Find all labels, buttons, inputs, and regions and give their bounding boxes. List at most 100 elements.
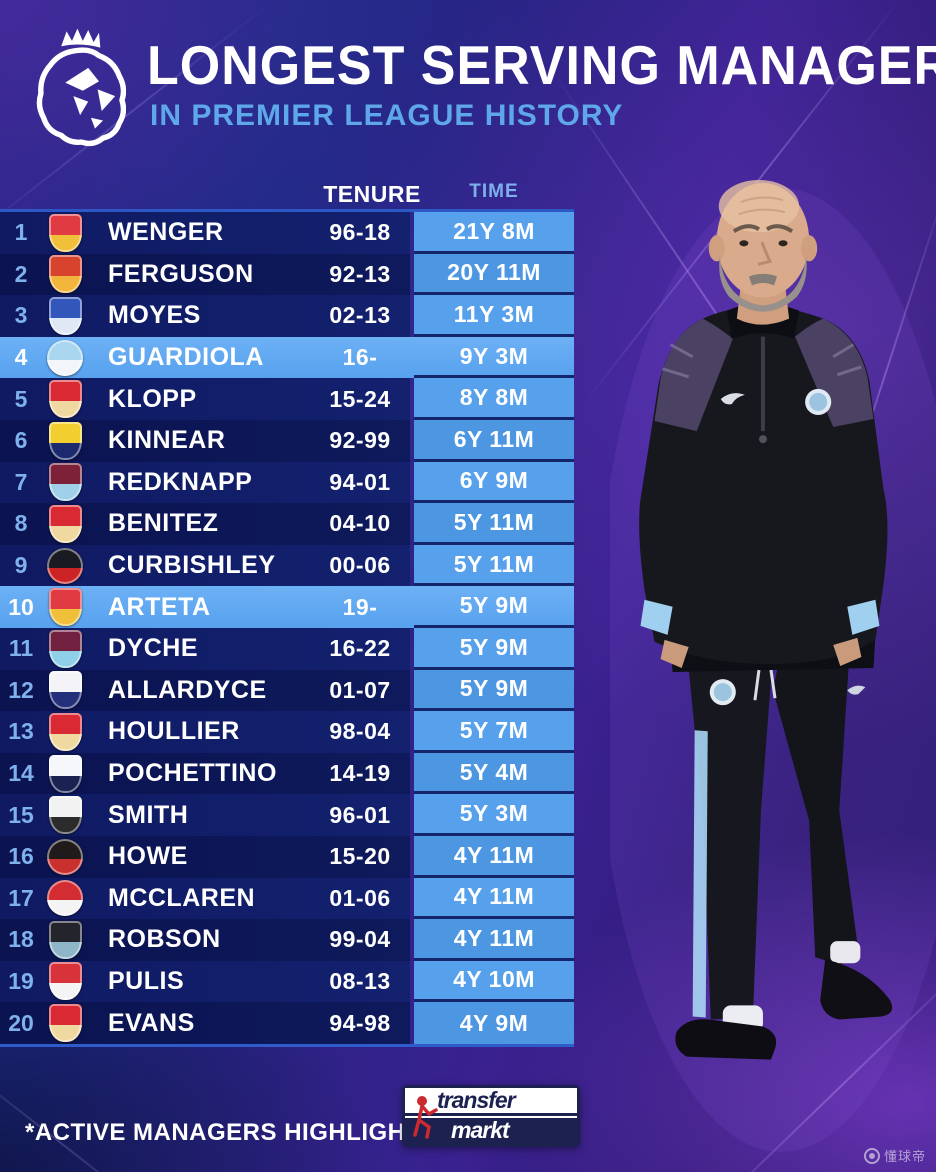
crest-cell bbox=[42, 629, 88, 668]
manager-name: CURBISHLEY bbox=[108, 551, 276, 580]
crest-cell bbox=[42, 296, 88, 335]
table-row: 8 BENITEZ 04-10 5Y 11M bbox=[0, 503, 574, 545]
tenure-cell: 08-13 bbox=[329, 967, 391, 994]
crest-cell bbox=[42, 920, 88, 959]
tenure-cell: 01-06 bbox=[329, 884, 391, 911]
manchester-city-crest-icon bbox=[47, 339, 83, 376]
rank-cell: 8 bbox=[14, 510, 28, 537]
tenure-cell: 92-99 bbox=[329, 427, 391, 454]
row-left-section: 4 GUARDIOLA 16- bbox=[0, 337, 410, 379]
manager-name: GUARDIOLA bbox=[108, 343, 264, 372]
manager-name: HOWE bbox=[108, 842, 188, 871]
time-cell: 6Y 9M bbox=[414, 461, 574, 504]
transfermarkt-word-bottom: markt bbox=[405, 1118, 577, 1144]
rank-cell: 2 bbox=[14, 260, 28, 287]
column-header-tenure: TENURE bbox=[323, 181, 421, 207]
row-left-section: 17 MCCLAREN 01-06 bbox=[0, 877, 410, 920]
manager-name: HOULLIER bbox=[108, 717, 240, 746]
page-subtitle: IN PREMIER LEAGUE HISTORY bbox=[150, 99, 624, 132]
time-cell: 5Y 7M bbox=[414, 711, 574, 753]
row-left-section: 7 REDKNAPP 94-01 bbox=[0, 461, 410, 504]
time-cell: 5Y 4M bbox=[414, 752, 574, 795]
tottenham-crest-icon bbox=[48, 754, 82, 793]
watermark-text: 懂球帝 bbox=[883, 1149, 926, 1164]
manager-name: KINNEAR bbox=[108, 426, 226, 455]
tenure-cell: 16-22 bbox=[329, 635, 391, 662]
manager-name: REDKNAPP bbox=[108, 467, 253, 496]
table-row: 17 MCCLAREN 01-06 4Y 11M bbox=[0, 877, 574, 920]
time-cell: 4Y 11M bbox=[414, 835, 574, 878]
table-row: 2 FERGUSON 92-13 20Y 11M bbox=[0, 253, 574, 296]
row-left-section: 2 FERGUSON 92-13 bbox=[0, 253, 410, 296]
middlesbrough-crest-icon bbox=[47, 880, 83, 917]
everton-crest-icon bbox=[48, 296, 82, 335]
manchester-united-crest-icon bbox=[48, 255, 82, 294]
table-row: 15 SMITH 96-01 5Y 3M bbox=[0, 794, 574, 836]
rank-cell: 5 bbox=[14, 385, 28, 412]
row-left-section: 15 SMITH 96-01 bbox=[0, 794, 410, 836]
row-left-section: 1 WENGER 96-18 bbox=[0, 212, 410, 254]
table-row: 1 WENGER 96-18 21Y 8M bbox=[0, 212, 574, 254]
arsenal-crest-icon bbox=[48, 213, 82, 252]
manager-name: KLOPP bbox=[108, 384, 197, 413]
tenure-cell: 19- bbox=[342, 593, 378, 620]
rank-cell: 4 bbox=[14, 344, 28, 371]
tenure-cell: 01-07 bbox=[329, 676, 391, 703]
row-left-section: 10 ARTETA 19- bbox=[0, 586, 410, 628]
row-left-section: 3 MOYES 02-13 bbox=[0, 295, 410, 337]
table-row: 11 DYCHE 16-22 5Y 9M bbox=[0, 627, 574, 670]
watermark: 懂球帝 bbox=[863, 1146, 926, 1165]
tenure-cell: 96-18 bbox=[329, 219, 391, 246]
charlton-crest-icon bbox=[47, 547, 83, 584]
table-row: 19 PULIS 08-13 4Y 10M bbox=[0, 960, 574, 1003]
row-left-section: 12 ALLARDYCE 01-07 bbox=[0, 669, 410, 712]
managers-table: 1 WENGER 96-18 21Y 8M 2 FERGUSON 92-13 2… bbox=[0, 209, 574, 1047]
liverpool-crest-icon bbox=[48, 1004, 82, 1043]
tenure-cell: 00-06 bbox=[329, 552, 391, 579]
tenure-cell: 16- bbox=[342, 344, 378, 371]
row-left-section: 13 HOULLIER 98-04 bbox=[0, 711, 410, 753]
table-row: 12 ALLARDYCE 01-07 5Y 9M bbox=[0, 669, 574, 712]
rank-cell: 13 bbox=[8, 718, 34, 745]
time-cell: 5Y 11M bbox=[414, 503, 574, 545]
time-cell: 4Y 11M bbox=[414, 919, 574, 961]
time-cell: 5Y 9M bbox=[414, 669, 574, 712]
time-cell: 5Y 3M bbox=[414, 794, 574, 836]
manager-name: DYCHE bbox=[108, 634, 199, 663]
manager-name: EVANS bbox=[108, 1008, 195, 1037]
background-streak bbox=[0, 1046, 176, 1172]
time-cell: 4Y 10M bbox=[414, 960, 574, 1003]
active-managers-note: *ACTIVE MANAGERS HIGHLIGHTED bbox=[25, 1119, 456, 1146]
table-row: 9 CURBISHLEY 00-06 5Y 11M bbox=[0, 544, 574, 587]
row-left-section: 8 BENITEZ 04-10 bbox=[0, 503, 410, 545]
bournemouth-crest-icon bbox=[47, 838, 83, 875]
tenure-cell: 92-13 bbox=[329, 260, 391, 287]
transfermarkt-word-top: transfer bbox=[405, 1088, 577, 1116]
crest-cell bbox=[42, 1004, 88, 1043]
manager-name: ROBSON bbox=[108, 925, 221, 954]
crest-cell bbox=[42, 712, 88, 751]
rank-cell: 10 bbox=[8, 593, 34, 620]
row-left-section: 18 ROBSON 99-04 bbox=[0, 919, 410, 961]
time-cell: 21Y 8M bbox=[414, 212, 574, 254]
tenure-cell: 96-01 bbox=[329, 801, 391, 828]
rank-cell: 14 bbox=[8, 760, 34, 787]
pep-guardiola-photo bbox=[610, 180, 936, 1152]
crest-cell bbox=[42, 838, 88, 875]
crest-cell bbox=[42, 255, 88, 294]
crest-cell bbox=[42, 547, 88, 584]
table-row: 20 EVANS 94-98 4Y 9M bbox=[0, 1002, 574, 1044]
table-row: 6 KINNEAR 92-99 6Y 11M bbox=[0, 419, 574, 462]
row-left-section: 14 POCHETTINO 14-19 bbox=[0, 752, 410, 795]
table-row: 16 HOWE 15-20 4Y 11M bbox=[0, 835, 574, 878]
tenure-cell: 94-01 bbox=[329, 468, 391, 495]
crest-cell bbox=[42, 880, 88, 917]
tenure-cell: 14-19 bbox=[329, 760, 391, 787]
table-row: 14 POCHETTINO 14-19 5Y 4M bbox=[0, 752, 574, 795]
time-cell: 20Y 11M bbox=[414, 253, 574, 296]
wimbledon-crest-icon bbox=[48, 421, 82, 460]
table-row: 3 MOYES 02-13 11Y 3M bbox=[0, 295, 574, 337]
rank-cell: 16 bbox=[8, 843, 34, 870]
column-header-time: TIME bbox=[469, 181, 519, 202]
time-cell: 6Y 11M bbox=[414, 419, 574, 462]
